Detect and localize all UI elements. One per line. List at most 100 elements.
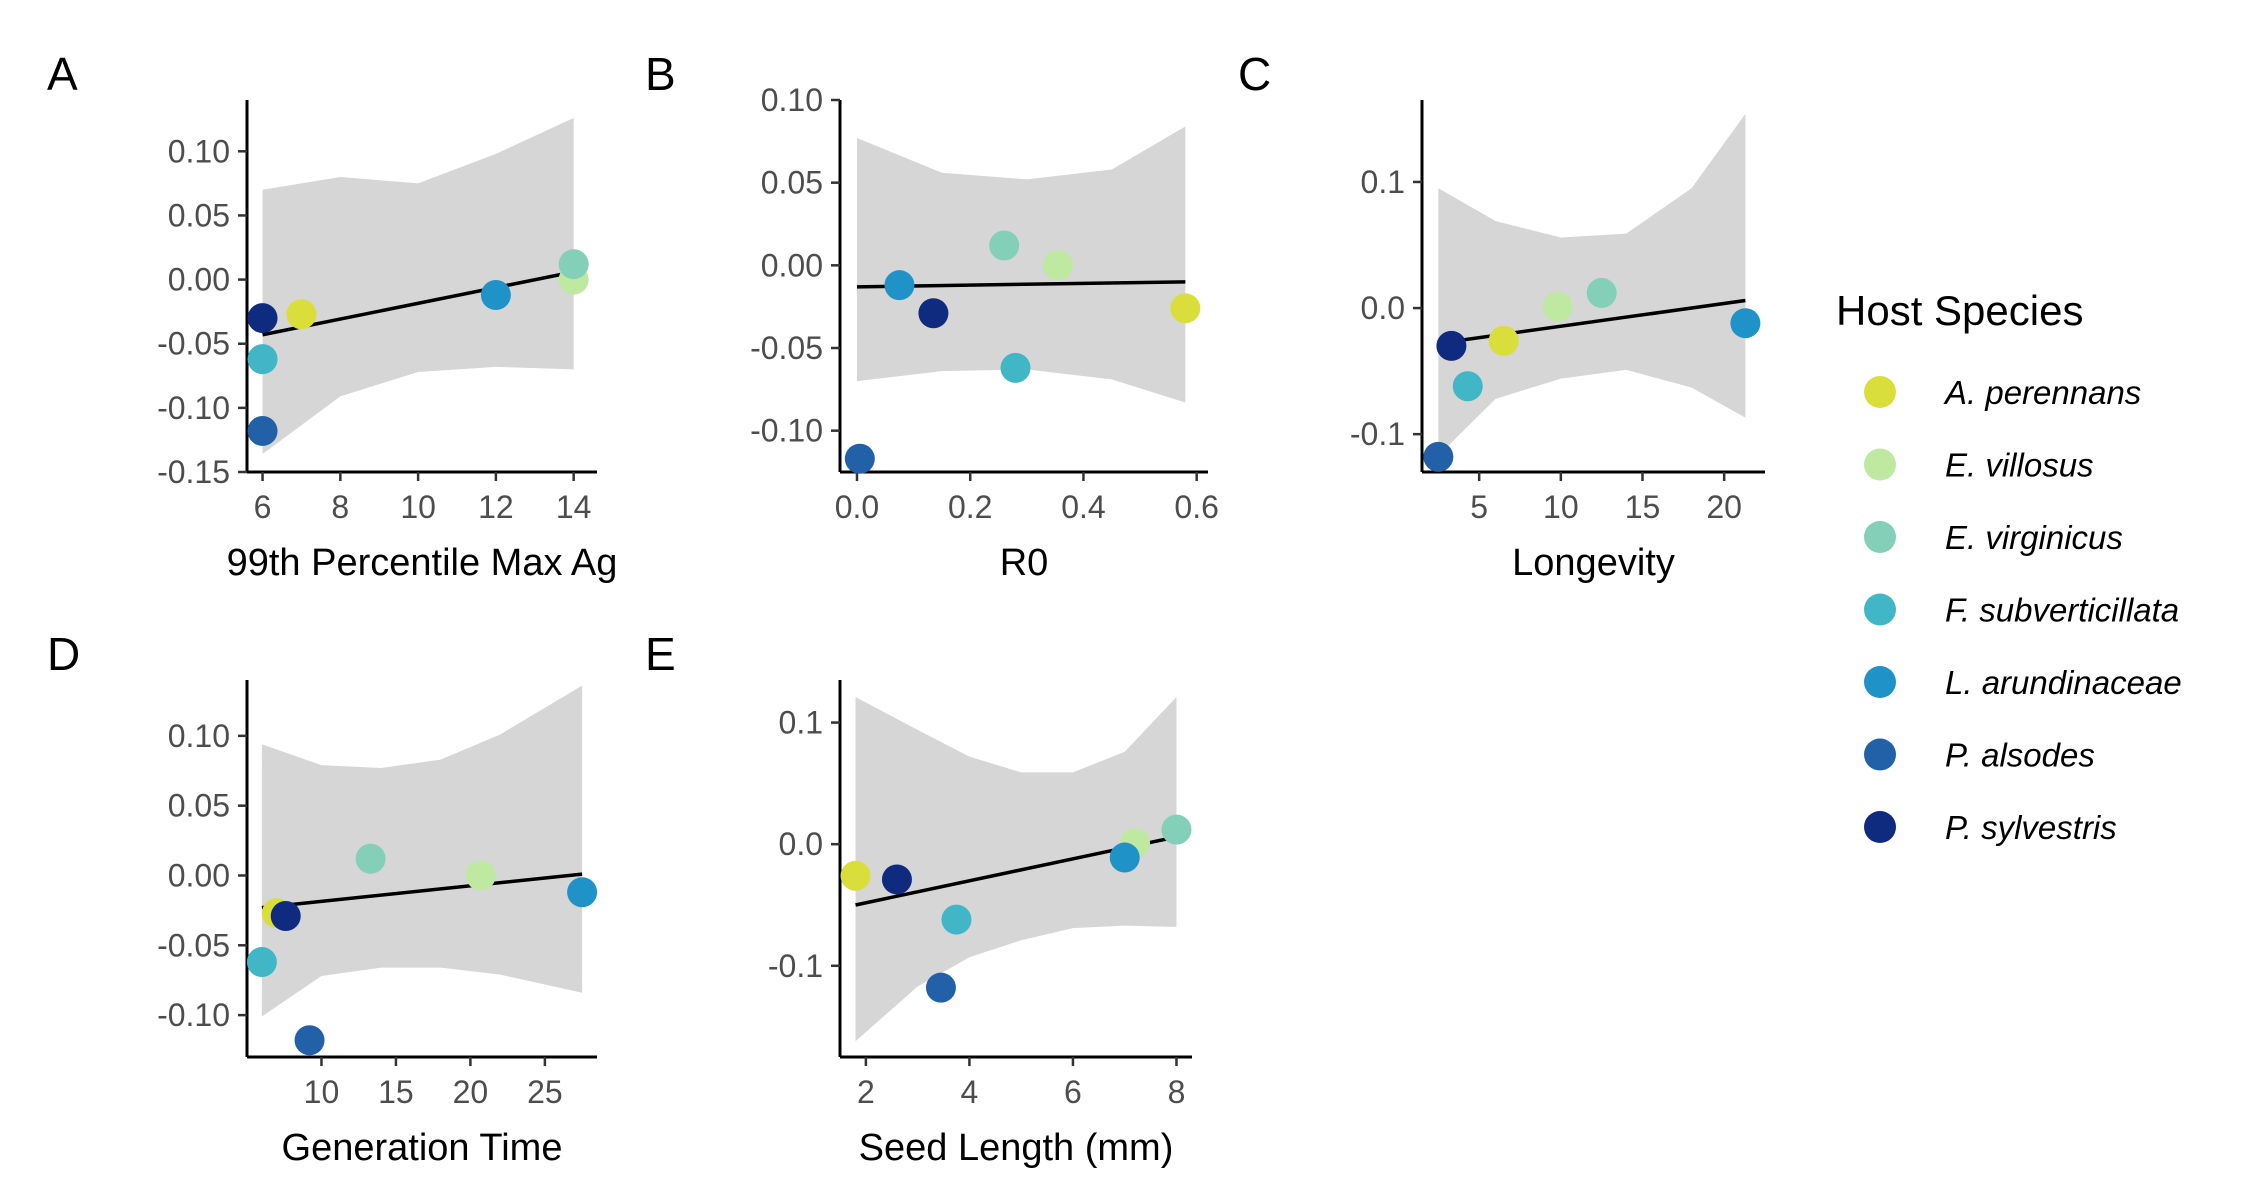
data-point xyxy=(294,1025,325,1056)
panel-tag: E xyxy=(645,628,676,680)
data-point xyxy=(840,860,871,891)
x-tick-label: 0.2 xyxy=(948,489,992,525)
legend-item: P. alsodes xyxy=(1864,737,2095,774)
legend-item: L. arundinaceae xyxy=(1864,664,2182,701)
legend-swatch xyxy=(1864,666,1896,698)
data-point xyxy=(1170,293,1201,324)
panel-tag: D xyxy=(47,628,80,680)
y-tick-label: 0.05 xyxy=(761,165,823,201)
confidence-band xyxy=(856,126,1186,403)
legend-swatch xyxy=(1864,811,1896,843)
confidence-band xyxy=(261,685,583,1017)
x-tick-label: 8 xyxy=(331,489,349,525)
y-tick-label: -0.05 xyxy=(157,326,230,362)
y-tick-label: 0.0 xyxy=(779,826,823,862)
data-point xyxy=(925,972,956,1003)
y-tick-label: -0.10 xyxy=(157,997,230,1033)
legend-label: P. alsodes xyxy=(1945,737,2095,774)
legend-swatch xyxy=(1864,448,1896,481)
x-tick-label: 6 xyxy=(254,489,272,525)
y-tick-label: 0.1 xyxy=(779,705,823,741)
x-label-clip: 99th Percentile Max Ag xyxy=(227,542,618,584)
y-tick-label: 0.10 xyxy=(761,82,823,118)
confidence-band xyxy=(262,117,574,455)
x-tick-label: 25 xyxy=(527,1074,563,1110)
legend-label: A. perennans xyxy=(1943,374,2141,411)
data-point xyxy=(247,415,278,446)
data-point xyxy=(465,860,496,891)
x-axis-label: Generation Time xyxy=(282,1127,563,1169)
y-tick-label: 0.00 xyxy=(761,247,823,283)
legend-swatch xyxy=(1864,738,1896,771)
panel-tag: C xyxy=(1238,48,1271,100)
y-tick-label: -0.05 xyxy=(750,330,823,366)
legend-label: E. virginicus xyxy=(1945,519,2123,556)
x-tick-label: 6 xyxy=(1064,1074,1082,1110)
data-point xyxy=(918,298,949,329)
regression-line xyxy=(261,872,583,910)
data-point xyxy=(558,249,589,280)
panel-e: E 0.1 0.0 -0.1 2 4 6 8 Seed Length (mm) xyxy=(645,628,1192,1169)
x-tick-label: 10 xyxy=(304,1074,340,1110)
legend-item: E. villosus xyxy=(1864,447,2094,484)
y-tick-label: -0.1 xyxy=(768,948,823,984)
panel-tag: B xyxy=(645,48,676,100)
data-point xyxy=(1452,371,1483,402)
data-point xyxy=(844,443,875,474)
data-point xyxy=(989,230,1020,261)
legend-item: E. virginicus xyxy=(1864,519,2123,556)
y-tick-label: 0.0 xyxy=(1361,290,1405,326)
x-tick-label: 8 xyxy=(1168,1074,1186,1110)
legend-title: Host Species xyxy=(1836,287,2083,334)
data-point xyxy=(881,864,912,895)
panel-tag: A xyxy=(47,48,78,100)
y-tick-label: 0.10 xyxy=(168,133,230,169)
data-point xyxy=(247,344,278,375)
x-axis-label: R0 xyxy=(1000,542,1049,584)
legend-label: L. arundinaceae xyxy=(1945,664,2182,701)
y-tick-label: 0.00 xyxy=(168,857,230,893)
legend-label: E. villosus xyxy=(1945,447,2094,484)
y-tick-label: 0.10 xyxy=(168,718,230,754)
data-point xyxy=(270,900,301,931)
data-point xyxy=(1542,291,1573,322)
y-tick-label: 0.00 xyxy=(168,262,230,298)
legend-item: P. sylvestris xyxy=(1864,809,2117,846)
legend-item: F. subverticillata xyxy=(1864,592,2179,629)
x-tick-label: 0.0 xyxy=(835,489,879,525)
x-tick-label: 15 xyxy=(378,1074,414,1110)
legend-label: P. sylvestris xyxy=(1945,809,2117,846)
x-tick-label: 14 xyxy=(556,489,592,525)
x-axis-label: Longevity xyxy=(1512,542,1675,584)
x-tick-label: 15 xyxy=(1625,489,1661,525)
legend-label: F. subverticillata xyxy=(1945,592,2179,629)
data-point xyxy=(1586,277,1617,308)
x-tick-label: 20 xyxy=(1706,489,1742,525)
data-point xyxy=(247,303,278,334)
confidence-band xyxy=(855,697,1177,1042)
data-point xyxy=(1109,842,1140,873)
legend-swatch xyxy=(1864,593,1896,626)
y-tick-label: 0.1 xyxy=(1361,164,1405,200)
x-tick-label: 4 xyxy=(961,1074,979,1110)
legend-swatch xyxy=(1864,376,1896,408)
panel-a: A 0.10 0.05 0.00 -0.05 -0.10 -0.15 6 8 10 12 14 99th… xyxy=(47,48,617,584)
y-tick-label: -0.10 xyxy=(750,413,823,449)
x-tick-label: 12 xyxy=(478,489,514,525)
data-point xyxy=(1000,352,1031,383)
x-tick-label: 0.6 xyxy=(1174,489,1218,525)
data-point xyxy=(1488,325,1519,356)
panel-b: B 0.10 0.05 0.00 -0.05 -0.10 0.0 0.2 0.4 0.6 R0 xyxy=(645,48,1219,584)
data-point xyxy=(567,877,598,908)
y-tick-label: -0.05 xyxy=(157,927,230,963)
data-point xyxy=(1161,814,1192,845)
y-tick-label: -0.1 xyxy=(1350,416,1405,452)
y-tick-label: -0.15 xyxy=(157,454,230,490)
legend-swatch xyxy=(1864,521,1896,553)
panel-d: D 0.10 0.05 0.00 -0.05 -0.10 10 15 20 25 Generatio… xyxy=(47,628,598,1169)
x-tick-label: 20 xyxy=(453,1074,489,1110)
data-point xyxy=(246,947,277,978)
data-point xyxy=(480,279,511,310)
x-tick-label: 2 xyxy=(857,1074,875,1110)
